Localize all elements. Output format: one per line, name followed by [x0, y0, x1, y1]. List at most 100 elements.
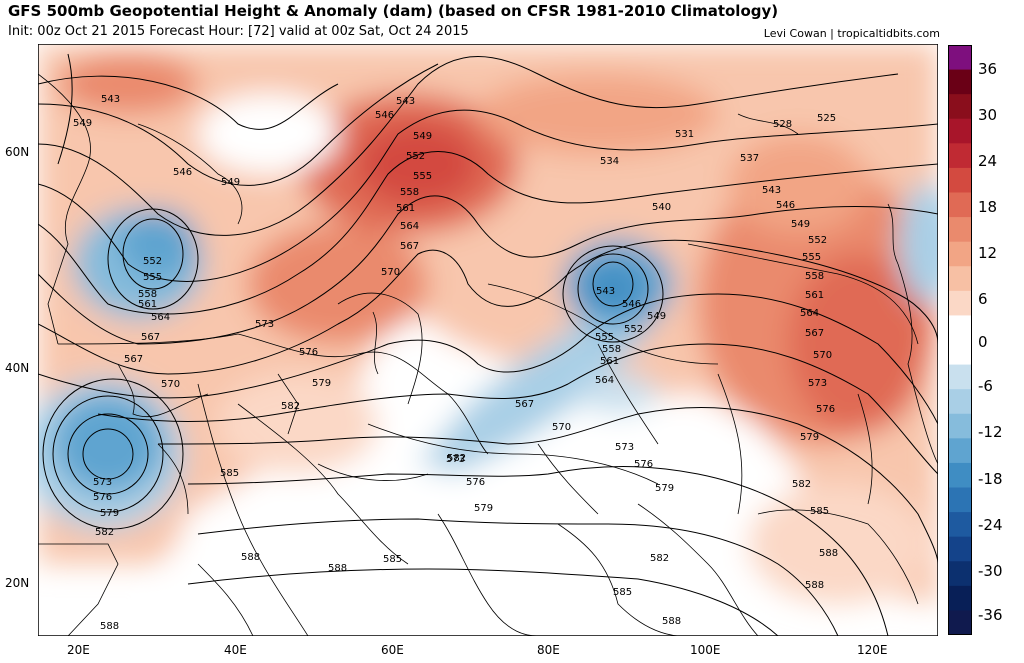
contour-label: 585 — [810, 506, 829, 517]
lon-label-80e: 80E — [537, 643, 560, 657]
colorbar-tick-label: 24 — [978, 152, 998, 170]
colorbar-segment — [948, 69, 972, 95]
colorbar-tick-label: 36 — [978, 60, 998, 78]
colorbar-segment — [948, 241, 972, 267]
contour-label: 582 — [95, 527, 114, 538]
lat-label-60n: 60N — [5, 145, 30, 159]
colorbar-segment — [948, 266, 972, 292]
contour-label: 543 — [396, 96, 415, 107]
colorbar-segment — [948, 487, 972, 513]
colorbar-tick-label: -24 — [978, 516, 1003, 534]
colorbar-segment — [948, 167, 972, 193]
contour-label: 567 — [400, 241, 419, 252]
contour-label: 588 — [241, 552, 260, 563]
contour-label: 555 — [595, 332, 614, 343]
contour-label: 576 — [634, 459, 653, 470]
colorbar-tick-label: 30 — [978, 106, 998, 124]
contour-label: 576 — [93, 492, 112, 503]
contour-label: 558 — [138, 289, 157, 300]
contour-label: 552 — [406, 151, 425, 162]
contour-label: 561 — [396, 203, 415, 214]
contour-label: 585 — [383, 554, 402, 565]
colorbar-segment — [948, 512, 972, 538]
colorbar-tick-label: 6 — [978, 290, 988, 308]
contour-label: 564 — [595, 375, 614, 386]
lon-label-100e: 100E — [690, 643, 721, 657]
contour-label: 558 — [602, 344, 621, 355]
colorbar-segment — [948, 438, 972, 464]
contour-label: 543 — [596, 286, 615, 297]
contour-label: 570 — [813, 350, 832, 361]
contour-label: 546 — [173, 167, 192, 178]
contour-label: 531 — [675, 129, 694, 140]
colorbar-segment — [948, 45, 972, 71]
contour-label: 582 — [281, 401, 300, 412]
colorbar-tick-label: -6 — [978, 377, 993, 395]
contour-label: 552 — [143, 256, 162, 267]
colorbar-segment — [948, 389, 972, 415]
colorbar-tick-label: 18 — [978, 198, 998, 216]
contour-label: 534 — [600, 156, 619, 167]
contour-label: 570 — [161, 379, 180, 390]
colorbar-segment — [948, 610, 972, 635]
colorbar-segment — [948, 192, 972, 218]
colorbar-tick-label: 12 — [978, 244, 998, 262]
contour-label: 573 — [808, 378, 827, 389]
contour-label: 555 — [413, 171, 432, 182]
contour-label: 525 — [817, 113, 836, 124]
contour-label: 573 — [255, 319, 274, 330]
colorbar-segment — [948, 143, 972, 169]
colorbar-segment — [948, 462, 972, 488]
colorbar-segment — [948, 315, 972, 341]
contour-label: 585 — [613, 587, 632, 598]
contour-label: 579 — [312, 378, 331, 389]
height-contours — [38, 53, 938, 636]
contour-label: 573 — [446, 454, 465, 465]
contour-label: 549 — [791, 219, 810, 230]
contour-label: 582 — [650, 553, 669, 564]
contour-label: 576 — [466, 477, 485, 488]
contour-label: 564 — [800, 308, 819, 319]
contour-label: 564 — [400, 221, 419, 232]
anomaly-shading — [38, 44, 938, 636]
lon-label-40e: 40E — [224, 643, 247, 657]
contour-label: 552 — [624, 324, 643, 335]
contour-label: 549 — [221, 177, 240, 188]
colorbar-segment — [948, 118, 972, 144]
anomaly-colorbar — [948, 45, 972, 635]
contour-label: 537 — [740, 153, 759, 164]
contour-label: 570 — [552, 422, 571, 433]
colorbar-segment — [948, 94, 972, 120]
contour-label: 549 — [413, 131, 432, 142]
contour-label: 543 — [762, 185, 781, 196]
contour-label: 588 — [805, 580, 824, 591]
colorbar-tick-label: -18 — [978, 470, 1003, 488]
contour-label: 561 — [805, 290, 824, 301]
contour-label: 588 — [819, 548, 838, 559]
contour-label: 588 — [100, 621, 119, 632]
contour-label: 579 — [800, 432, 819, 443]
colorbar-tick-label: 0 — [978, 333, 988, 351]
contour-labels: 5435495465495525555585615645675675705735… — [73, 94, 838, 632]
contour-label: 555 — [143, 272, 162, 283]
contour-label: 549 — [647, 311, 666, 322]
map-title: GFS 500mb Geopotential Height & Anomaly … — [8, 2, 779, 20]
contour-label: 582 — [792, 479, 811, 490]
contour-label: 561 — [600, 356, 619, 367]
contour-label: 540 — [652, 202, 671, 213]
contour-label: 546 — [776, 200, 795, 211]
contour-label: 561 — [138, 299, 157, 310]
lat-label-40n: 40N — [5, 361, 30, 375]
contour-label: 567 — [141, 332, 160, 343]
contour-label: 588 — [662, 616, 681, 627]
colorbar-tick-label: -36 — [978, 606, 1003, 624]
contour-label: 576 — [299, 347, 318, 358]
map-canvas[interactable]: 5435495465495525555585615645675675705735… — [38, 44, 938, 636]
colorbar-tick-label: -30 — [978, 562, 1003, 580]
colorbar-segment — [948, 561, 972, 587]
lat-label-20n: 20N — [5, 576, 30, 590]
colorbar-segment — [948, 585, 972, 611]
contour-label: 567 — [124, 354, 143, 365]
contour-label: 546 — [375, 110, 394, 121]
contour-label: 546 — [622, 299, 641, 310]
